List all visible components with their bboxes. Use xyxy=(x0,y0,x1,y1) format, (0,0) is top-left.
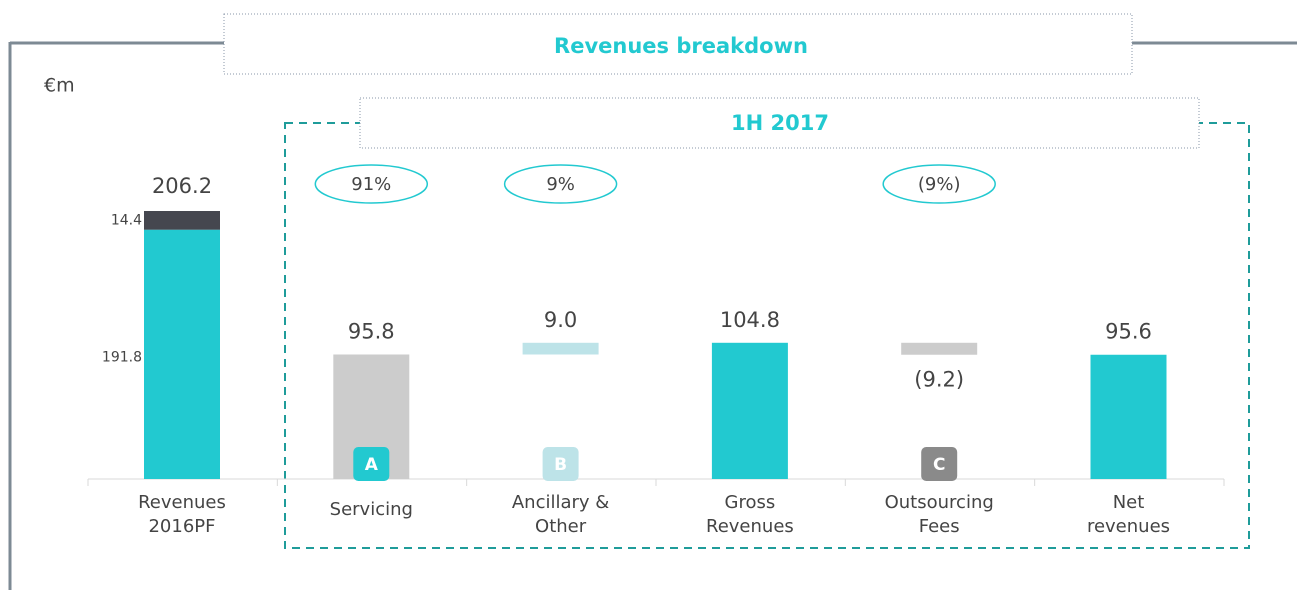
value-label: 95.6 xyxy=(1105,320,1152,344)
chart-title: Revenues breakdown xyxy=(554,34,808,58)
x-tick-label: revenues xyxy=(1087,516,1170,537)
badge xyxy=(353,447,390,481)
value-label: (9.2) xyxy=(914,368,964,392)
share-oval xyxy=(314,164,429,204)
x-tick-label: Outsourcing xyxy=(885,492,994,513)
x-tick-label: Revenues xyxy=(138,492,226,513)
badge-label: C xyxy=(933,455,945,475)
share-label: 91% xyxy=(351,174,391,195)
bar xyxy=(711,342,788,479)
title-box xyxy=(223,13,1133,75)
x-tick-label: Servicing xyxy=(330,499,413,520)
bar xyxy=(901,342,978,355)
badge-label: A xyxy=(365,455,379,475)
share-oval xyxy=(503,164,618,204)
bar xyxy=(1090,354,1167,479)
badge xyxy=(542,447,579,481)
total-label: 206.2 xyxy=(152,174,212,198)
share-oval xyxy=(882,164,996,204)
segment-label: 14.4 xyxy=(111,212,142,228)
subtitle-box xyxy=(359,97,1200,149)
share-label: (9%) xyxy=(918,174,961,195)
x-tick-label: Fees xyxy=(919,516,960,537)
badge-label: B xyxy=(554,455,567,475)
x-tick-label: Gross xyxy=(725,492,776,513)
x-tick-label: Other xyxy=(535,516,587,537)
value-label: 95.8 xyxy=(348,319,395,343)
bar-segment xyxy=(144,229,220,479)
share-label: 9% xyxy=(546,174,575,195)
x-tick-label: Revenues xyxy=(706,516,794,537)
unit-label: €m xyxy=(44,75,75,97)
x-tick-label: 2016PF xyxy=(148,516,215,537)
bar xyxy=(522,342,599,355)
segment-label: 191.8 xyxy=(102,349,142,365)
badge xyxy=(921,447,958,481)
subtitle: 1H 2017 xyxy=(731,111,829,135)
bar-segment xyxy=(144,211,220,230)
x-tick-label: Ancillary & xyxy=(512,492,609,513)
value-label: 9.0 xyxy=(544,308,577,332)
value-label: 104.8 xyxy=(720,308,780,332)
x-tick-label: Net xyxy=(1113,492,1145,513)
